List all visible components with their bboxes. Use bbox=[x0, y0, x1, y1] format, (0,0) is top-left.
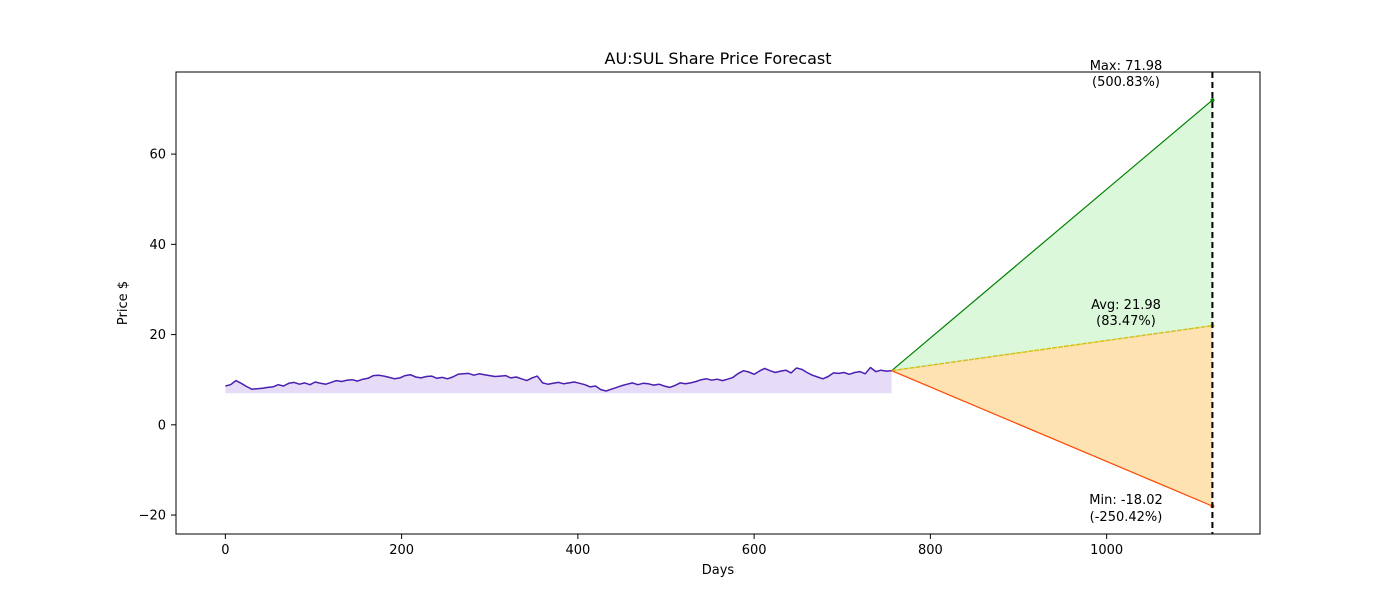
y-tick-label: 40 bbox=[149, 238, 166, 253]
avg-annotation: Avg: 21.98 (83.47%) bbox=[1091, 298, 1161, 329]
x-axis-label: Days bbox=[702, 563, 735, 578]
x-tick-label: 400 bbox=[565, 543, 590, 558]
y-tick-label: 60 bbox=[149, 148, 166, 163]
history-fill-area bbox=[225, 367, 892, 394]
avg-percent: (83.47%) bbox=[1096, 314, 1156, 329]
history-price-line bbox=[225, 366, 892, 392]
min-percent: (-250.42%) bbox=[1090, 510, 1163, 525]
min-forecast-line bbox=[891, 370, 1213, 507]
min-label: Min: -18.02 bbox=[1089, 493, 1163, 508]
y-tick-label: −20 bbox=[139, 509, 166, 524]
max-forecast-line bbox=[891, 99, 1213, 372]
y-axis-label: Price $ bbox=[116, 281, 131, 325]
avg-label: Avg: 21.98 bbox=[1091, 298, 1161, 313]
plot-frame bbox=[175, 71, 1261, 535]
x-tick-label: 800 bbox=[918, 543, 943, 558]
x-tick-label: 1000 bbox=[1090, 543, 1123, 558]
chart-title: AU:SUL Share Price Forecast bbox=[605, 49, 832, 68]
min-fill-area bbox=[891, 325, 1213, 507]
y-tick-label: 0 bbox=[158, 418, 166, 433]
x-tick-label: 0 bbox=[221, 543, 229, 558]
y-tick-label: 20 bbox=[149, 328, 166, 343]
max-percent: (500.83%) bbox=[1092, 75, 1160, 90]
min-annotation: Min: -18.02 (-250.42%) bbox=[1089, 493, 1163, 525]
x-tick-label: 600 bbox=[742, 543, 767, 558]
max-label: Max: 71.98 bbox=[1090, 59, 1163, 74]
x-tick-label: 200 bbox=[389, 543, 414, 558]
max-annotation: Max: 71.98 (500.83%) bbox=[1090, 59, 1163, 90]
max-end-point bbox=[1210, 98, 1215, 103]
